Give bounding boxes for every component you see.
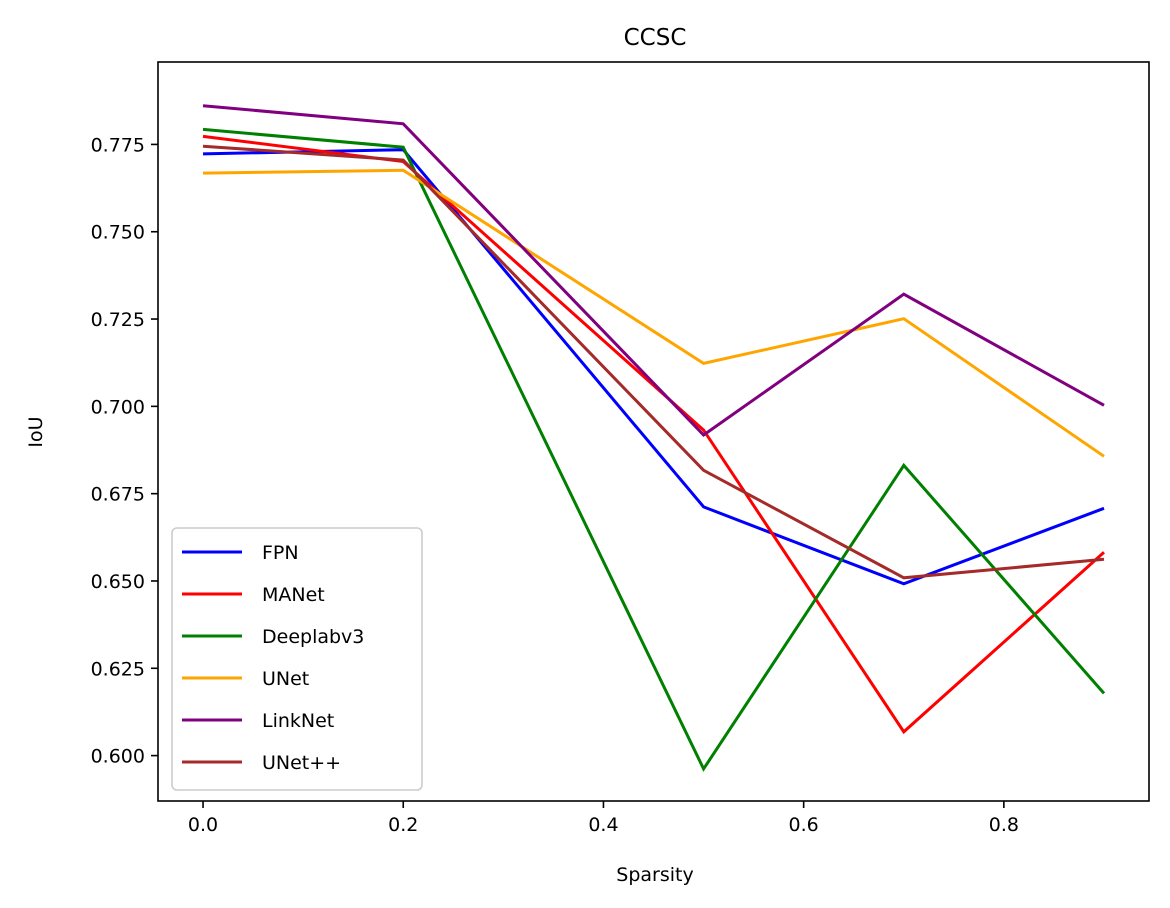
x-axis: 0.0 0.2 0.4 0.6 0.8 (188, 801, 1019, 836)
plot-frame (157, 61, 1150, 802)
y-tick-label: 0.675 (91, 484, 145, 506)
plot-area (202, 104, 1106, 772)
series-line-deeplabv3 (202, 127, 1106, 772)
series-line-fpn (202, 148, 1105, 586)
chart-title: CCSC (624, 25, 687, 51)
series-line-unet (202, 168, 1105, 458)
series-line-linknet (202, 104, 1105, 437)
x-tick-label: 0.8 (989, 814, 1019, 836)
y-tick-label: 0.750 (91, 222, 145, 244)
y-axis: 0.600 0.625 0.650 0.675 0.700 0.725 0.750 0.775 (91, 134, 158, 768)
y-tick-label: 0.775 (91, 134, 145, 156)
legend-label: FPN (262, 542, 299, 564)
y-tick-label: 0.625 (91, 658, 145, 680)
legend-label: MANet (262, 584, 325, 606)
legend-label: UNet++ (262, 752, 341, 774)
x-tick-label: 0.6 (789, 814, 819, 836)
y-tick-label: 0.700 (91, 396, 145, 418)
legend: FPN MANet Deeplabv3 UNet LinkNet UNet++ (171, 527, 423, 791)
y-axis-title: IoU (25, 416, 47, 447)
legend-label: Deeplabv3 (262, 626, 364, 648)
x-tick-label: 0.0 (188, 814, 218, 836)
y-tick-label: 0.725 (91, 309, 145, 331)
x-tick-label: 0.2 (388, 814, 418, 836)
x-axis-title: Sparsity (616, 864, 693, 886)
x-tick-label: 0.4 (588, 814, 618, 836)
legend-box (171, 527, 423, 791)
series-line-unet (202, 144, 1105, 580)
legend-label: LinkNet (262, 710, 334, 732)
legend-label: UNet (262, 668, 309, 690)
series-line-manet (202, 134, 1106, 735)
y-tick-label: 0.650 (91, 571, 145, 593)
y-tick-label: 0.600 (91, 746, 145, 768)
